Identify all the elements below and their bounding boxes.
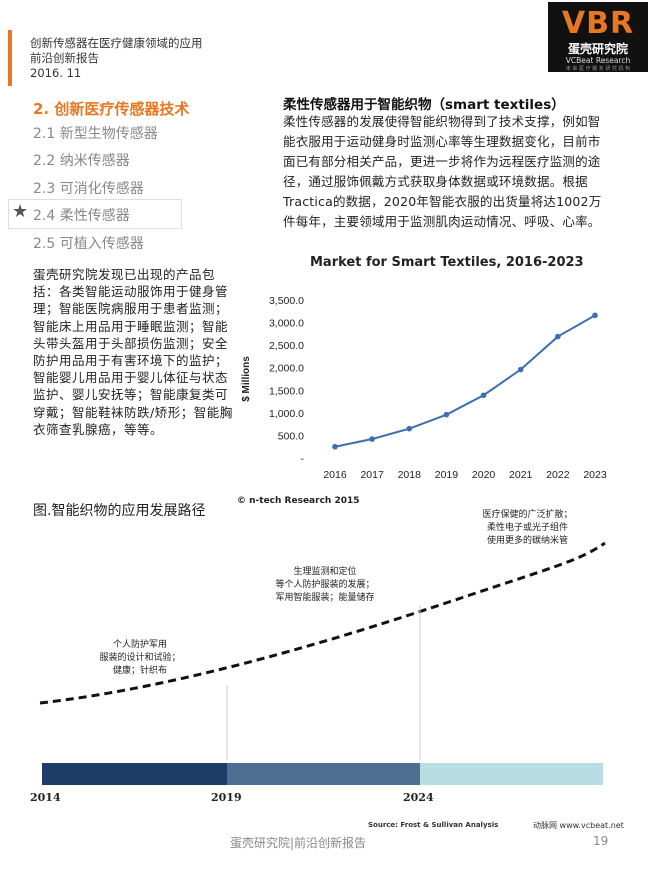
toc-item-biosensor[interactable]: 2.1 新型生物传感器 <box>33 126 158 142</box>
chart-credit: © n-tech Research 2015 <box>237 496 360 506</box>
toc-item-ingestible[interactable]: 2.3 可消化传感器 <box>33 181 144 197</box>
report-title: 创新传感器在医疗健康领域的应用 <box>30 36 203 50</box>
data-point <box>517 366 524 373</box>
year-2024: 2024 <box>403 791 434 804</box>
y-tick-label: 1,500.0 <box>269 385 304 397</box>
logo-mark: VBR <box>561 6 635 41</box>
report-date: 2016. 11 <box>30 66 82 80</box>
y-tick-label: 2,000.0 <box>269 363 304 375</box>
figure-site: 动脉网 www.vcbeat.net <box>533 821 624 830</box>
series-line <box>334 314 596 448</box>
y-tick-label: 2,500.0 <box>269 340 304 352</box>
market-line-chart: 3,500.0 3,000.0 2,500.0 2,000.0 1,500.0 1,000… <box>241 295 607 481</box>
y-axis-label: $ Millions <box>241 356 252 402</box>
smart-textiles-heading: 柔性传感器用于智能织物（smart textiles） <box>283 97 565 113</box>
timeline-segment-3 <box>420 763 603 785</box>
x-tick-label: 2020 <box>472 469 496 481</box>
year-2019: 2019 <box>211 791 242 804</box>
x-tick-label: 2021 <box>509 469 533 481</box>
vcbeat-logo: VBR 蛋壳研究院 VCBeat Research 未 来 医 疗 服 务 研 … <box>548 2 648 72</box>
stage-1-line: 健康；针织布 <box>112 666 167 676</box>
y-tick-label: - <box>301 453 305 465</box>
growth-curve <box>39 541 606 705</box>
y-tick-label: 3,500.0 <box>269 295 304 307</box>
stage-2-line: 生理监测和定位 <box>293 567 357 577</box>
toc-active-highlight <box>8 199 182 229</box>
report-header: 创新传感器在医疗健康领域的应用 前沿创新报告 2016. 11 <box>30 36 203 81</box>
x-tick-label: 2022 <box>546 469 570 481</box>
data-point <box>480 392 487 399</box>
y-tick-label: 500.0 <box>278 430 304 442</box>
stage-3-text: 医疗保健的广泛扩散； 柔性电子或光子组件 使用更多的碳纳米管 <box>460 509 595 548</box>
stage-1-line: 个人防护军用 <box>112 640 167 650</box>
smart-textiles-paragraph: 柔性传感器的发展使得智能织物得到了技术支撑，例如智能衣服用于运动健身时监测心率等… <box>283 114 602 229</box>
x-tick-label: 2017 <box>360 469 384 481</box>
y-tick-label: 1,000.0 <box>269 408 304 420</box>
stage-3-line: 医疗保健的广泛扩散； <box>482 510 573 520</box>
star-icon: ★ <box>12 201 29 222</box>
stage-2-line: 等个人防护服装的发展； <box>275 580 375 590</box>
data-point <box>443 411 450 418</box>
toc-item-flexible[interactable]: 2.4 柔性传感器 <box>33 208 130 224</box>
x-tick-label: 2023 <box>583 469 607 481</box>
timeline-segment-2 <box>227 763 420 785</box>
report-subtitle: 前沿创新报告 <box>30 51 99 65</box>
data-point <box>592 312 598 319</box>
timeline-segment-1 <box>42 763 227 785</box>
stage-1-text: 个人防护军用 服装的设计和试验； 健康；针织布 <box>85 639 195 678</box>
logo-cn-name: 蛋壳研究院 <box>567 42 628 56</box>
data-point <box>369 436 375 442</box>
stage-2-text: 生理监测和定位 等个人防护服装的发展； 军用智能服装；能量储存 <box>255 566 395 605</box>
stage-1-line: 服装的设计和试验； <box>99 653 181 663</box>
toc-item-nanosensor[interactable]: 2.2 纳米传感器 <box>33 153 130 169</box>
y-tick-label: 3,000.0 <box>269 318 304 330</box>
year-2014: 2014 <box>30 791 61 804</box>
left-paragraph: 蛋壳研究院发现已出现的产品包括：各类智能运动服饰用于健身管理；智能医院病服用于患… <box>33 267 233 437</box>
stage-3-line: 使用更多的碳纳米管 <box>486 536 568 546</box>
data-point <box>332 443 338 450</box>
x-tick-label: 2019 <box>435 469 459 481</box>
toc-item-implantable[interactable]: 2.5 可植入传感器 <box>33 236 144 252</box>
data-point <box>406 425 413 432</box>
stage-2-line: 军用智能服装；能量储存 <box>275 593 375 603</box>
chart-title: Market for Smart Textiles, 2016-2023 <box>310 255 584 270</box>
figure-source: Source: Frost & Sullivan Analysis <box>368 821 499 829</box>
section-title: 2. 创新医疗传感器技术 <box>33 100 190 118</box>
logo-tagline: 未 来 医 疗 服 务 研 究 机 构 <box>565 66 631 72</box>
logo-en-name: VCBeat Research <box>565 56 631 65</box>
roadmap-figure <box>39 541 606 785</box>
header-accent-bar <box>8 30 12 86</box>
figure-caption: 图.智能织物的应用发展路径 <box>33 503 206 519</box>
data-point <box>555 333 561 340</box>
page-number: 19 <box>593 834 609 848</box>
page-footer: 蛋壳研究院|前沿创新报告 <box>230 836 367 850</box>
x-tick-label: 2016 <box>323 469 347 481</box>
x-tick-label: 2018 <box>398 469 422 481</box>
stage-3-line: 柔性电子或光子组件 <box>486 523 568 533</box>
